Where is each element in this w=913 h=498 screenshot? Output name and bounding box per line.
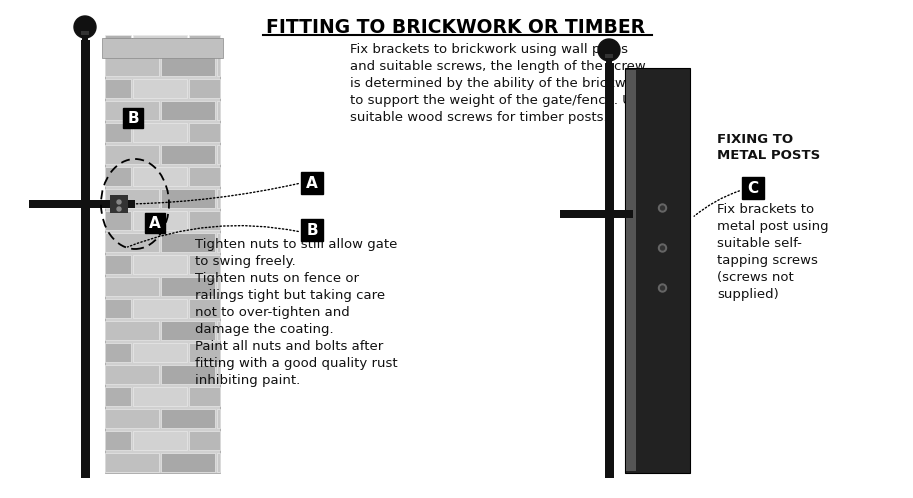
Bar [161,189,215,208]
Bar [105,321,159,340]
Bar [133,343,187,362]
Circle shape [74,16,96,38]
Bar [189,34,220,53]
Circle shape [658,244,666,252]
Bar [28,200,135,208]
Bar [133,386,187,405]
Bar [133,430,187,450]
Bar [625,68,690,473]
Bar [105,123,131,141]
Bar [189,79,220,98]
Circle shape [660,286,665,290]
Bar [161,321,215,340]
Bar [105,79,131,98]
Bar [133,166,187,185]
Text: A: A [306,175,318,191]
Circle shape [598,39,620,61]
Bar [217,321,220,340]
Bar [161,101,215,120]
Bar [105,343,131,362]
Bar [105,34,131,53]
Circle shape [660,246,665,250]
Bar [217,453,220,472]
Bar [145,213,165,233]
Bar [217,56,220,76]
Bar [105,211,131,230]
Bar [189,254,220,273]
Bar [102,38,223,58]
Bar [105,453,159,472]
Bar [161,365,215,383]
Text: C: C [748,180,759,196]
Bar [161,453,215,472]
Bar [133,34,187,53]
Bar [82,27,88,42]
Text: FIXING TO
METAL POSTS: FIXING TO METAL POSTS [717,133,820,162]
Bar [189,386,220,405]
Bar [217,101,220,120]
Text: Fix brackets to brickwork using wall plugs
and suitable screws, the length of th: Fix brackets to brickwork using wall plu… [350,43,647,124]
Bar [626,70,636,471]
Bar [189,343,220,362]
Bar [189,211,220,230]
Bar [105,189,159,208]
Circle shape [117,200,121,204]
Bar [161,233,215,251]
Bar [110,195,128,213]
Bar [133,79,187,98]
Bar [606,50,612,65]
Bar [161,408,215,427]
Bar [105,166,131,185]
Bar [105,38,220,473]
Bar [133,211,187,230]
Text: Tighten nuts to still allow gate
to swing freely.
Tighten nuts on fence or
raili: Tighten nuts to still allow gate to swin… [195,238,398,387]
Bar [105,144,159,163]
Text: B: B [306,223,318,238]
Bar [105,276,159,295]
Bar [217,144,220,163]
Circle shape [658,284,666,292]
Bar [105,408,159,427]
Bar [105,386,131,405]
Bar [105,298,131,318]
Bar [189,430,220,450]
Bar [105,101,159,120]
Bar [217,233,220,251]
Bar [133,254,187,273]
Circle shape [660,206,665,210]
Bar [742,177,764,199]
Bar [105,430,131,450]
Text: FITTING TO BRICKWORK OR TIMBER: FITTING TO BRICKWORK OR TIMBER [267,18,645,37]
Circle shape [117,207,121,211]
Bar [161,276,215,295]
Bar [133,123,187,141]
Bar [80,40,89,478]
Bar [81,31,89,35]
Bar [604,63,614,478]
Bar [189,123,220,141]
Text: B: B [127,111,139,125]
Bar [133,298,187,318]
Text: A: A [149,216,161,231]
Bar [217,276,220,295]
Bar [123,108,143,128]
Bar [105,365,159,383]
Bar [161,56,215,76]
Bar [105,233,159,251]
Bar [605,54,613,58]
Bar [161,144,215,163]
Circle shape [658,204,666,212]
Bar [301,172,323,194]
Bar [217,365,220,383]
Bar [189,298,220,318]
Bar [301,219,323,241]
Bar [560,210,633,218]
Bar [189,166,220,185]
Text: Fix brackets to
metal post using
suitable self-
tapping screws
(screws not
suppl: Fix brackets to metal post using suitabl… [717,203,829,301]
Bar [105,56,159,76]
Bar [105,254,131,273]
Bar [217,189,220,208]
Bar [217,408,220,427]
